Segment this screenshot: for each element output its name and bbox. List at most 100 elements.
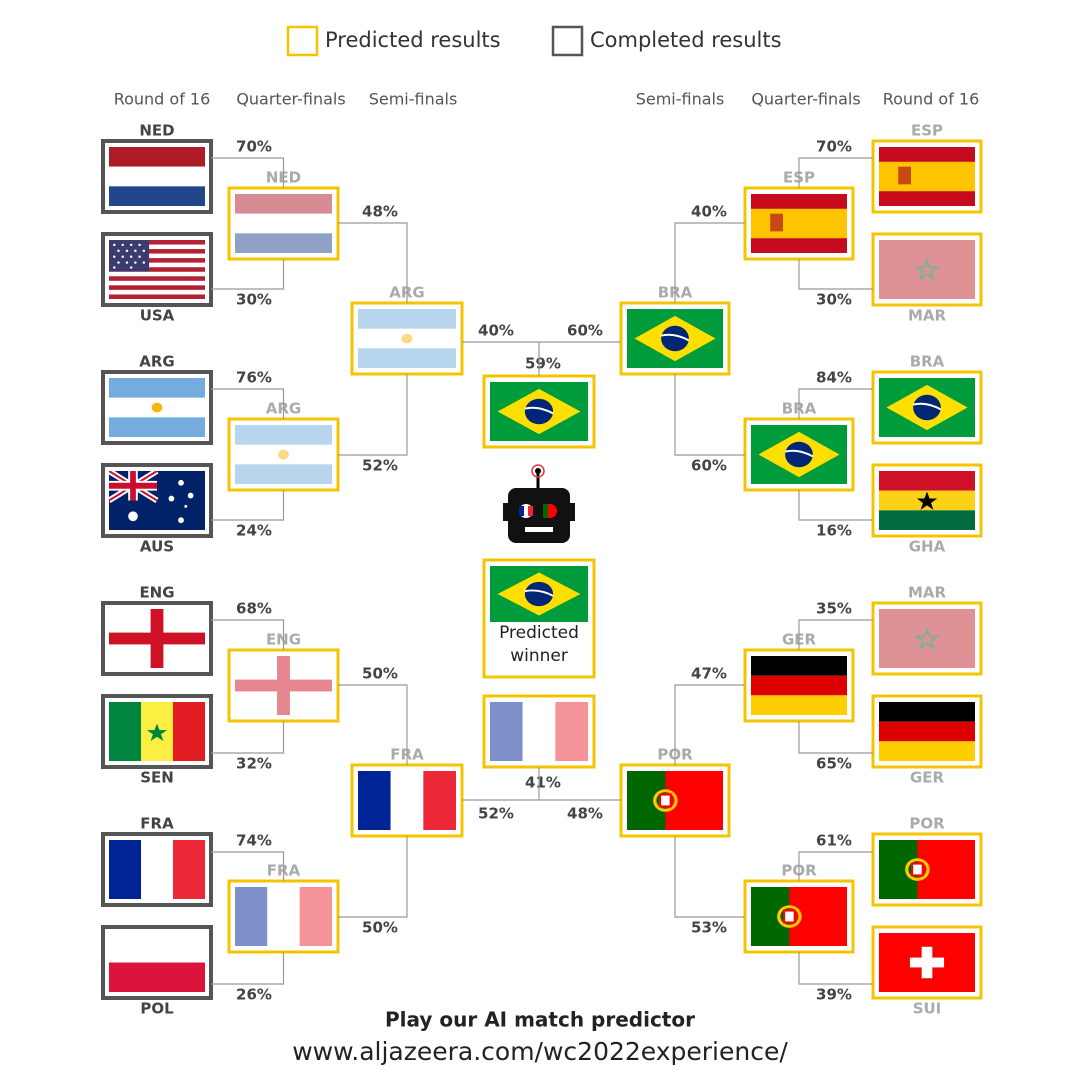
legend-completed-swatch: [551, 25, 584, 57]
win-probability: 47%: [691, 665, 727, 683]
connector: [211, 157, 285, 290]
team-box: [101, 370, 213, 445]
flag: [109, 471, 205, 530]
flag: [627, 309, 723, 368]
connector: [674, 222, 745, 456]
team-label: ESP: [911, 122, 943, 140]
win-probability: 26%: [236, 986, 272, 1004]
connector: [338, 684, 408, 918]
win-probability: 39%: [816, 986, 852, 1004]
team-box: [743, 417, 855, 492]
team-box: [871, 139, 983, 214]
team-box: [619, 301, 731, 376]
team-label: MAR: [908, 584, 947, 602]
connector: [462, 341, 621, 376]
win-probability: 60%: [691, 457, 727, 475]
flag: [235, 425, 332, 484]
win-probability: 50%: [362, 665, 398, 683]
winner-label: Predicted winner: [499, 623, 579, 666]
flag: [358, 771, 456, 830]
win-probability: 52%: [478, 805, 514, 823]
win-probability: 50%: [362, 919, 398, 937]
connector: [338, 222, 408, 456]
team-label: POR: [909, 815, 945, 833]
legend-predicted: Predicted results: [325, 28, 501, 52]
win-probability: 30%: [236, 291, 272, 309]
win-probability: 76%: [236, 369, 272, 387]
win-probability: 16%: [816, 522, 852, 540]
win-probability: 70%: [816, 138, 852, 156]
team-box: [871, 694, 983, 769]
team-box: [743, 186, 855, 261]
connector: [798, 851, 873, 985]
flag: [109, 702, 205, 761]
team-box: [871, 925, 983, 1000]
team-box: [743, 648, 855, 723]
flag: [235, 656, 332, 715]
flag: [879, 378, 975, 437]
win-probability: 40%: [691, 203, 727, 221]
legend-predicted-swatch: [286, 25, 319, 57]
team-box: [482, 374, 596, 449]
connector: [798, 388, 873, 521]
win-probability: 35%: [816, 600, 852, 618]
round-header: Round of 16: [114, 90, 211, 109]
footer-url: www.aljazeera.com/wc2022experience/: [292, 1037, 788, 1066]
connector: [211, 388, 285, 521]
footer-cta: Play our AI match predictor: [385, 1008, 695, 1032]
flag: [751, 194, 847, 253]
flag: [751, 887, 847, 946]
win-probability: 53%: [691, 919, 727, 937]
flag: [109, 840, 205, 899]
round-header: Semi-finals: [636, 90, 725, 109]
team-box: [871, 601, 983, 676]
team-box: [227, 186, 340, 261]
flag: [358, 309, 456, 368]
team-box: [227, 417, 340, 492]
connector: [211, 619, 285, 754]
flag: [879, 933, 975, 992]
team-label: BRA: [910, 353, 945, 371]
team-label: NED: [139, 122, 174, 140]
flag: [879, 240, 975, 299]
team-box: [227, 648, 340, 723]
round-header: Quarter-finals: [751, 90, 860, 109]
flag: [490, 566, 588, 622]
win-probability: 48%: [362, 203, 398, 221]
team-label: SUI: [913, 1000, 942, 1018]
flag: [490, 382, 588, 441]
team-label: SEN: [140, 769, 174, 787]
team-label: FRA: [140, 815, 174, 833]
flag: [879, 840, 975, 899]
legend-completed: Completed results: [590, 28, 782, 52]
team-label: ARG: [139, 353, 174, 371]
connector: [462, 767, 621, 801]
win-probability: 41%: [525, 774, 561, 792]
team-box: [871, 832, 983, 907]
win-probability: 52%: [362, 457, 398, 475]
win-probability: 60%: [567, 322, 603, 340]
team-box: [101, 139, 213, 214]
win-probability: 59%: [525, 355, 561, 373]
team-box: [482, 558, 596, 679]
flag: [879, 609, 975, 668]
team-box: [871, 232, 983, 307]
team-label: GHA: [909, 538, 946, 556]
win-probability: 48%: [567, 805, 603, 823]
connector: [798, 619, 873, 754]
team-box: [871, 370, 983, 445]
flag: [109, 933, 205, 992]
win-probability: 32%: [236, 755, 272, 773]
round-header: Quarter-finals: [236, 90, 345, 109]
team-label: MAR: [908, 307, 947, 325]
robot-icon: [503, 464, 575, 543]
flag: [879, 702, 975, 761]
team-label: POL: [140, 1000, 174, 1018]
flag: [751, 425, 847, 484]
team-box: [350, 301, 464, 376]
team-label: AUS: [140, 538, 174, 556]
team-box: [101, 601, 213, 676]
win-probability: 74%: [236, 832, 272, 850]
